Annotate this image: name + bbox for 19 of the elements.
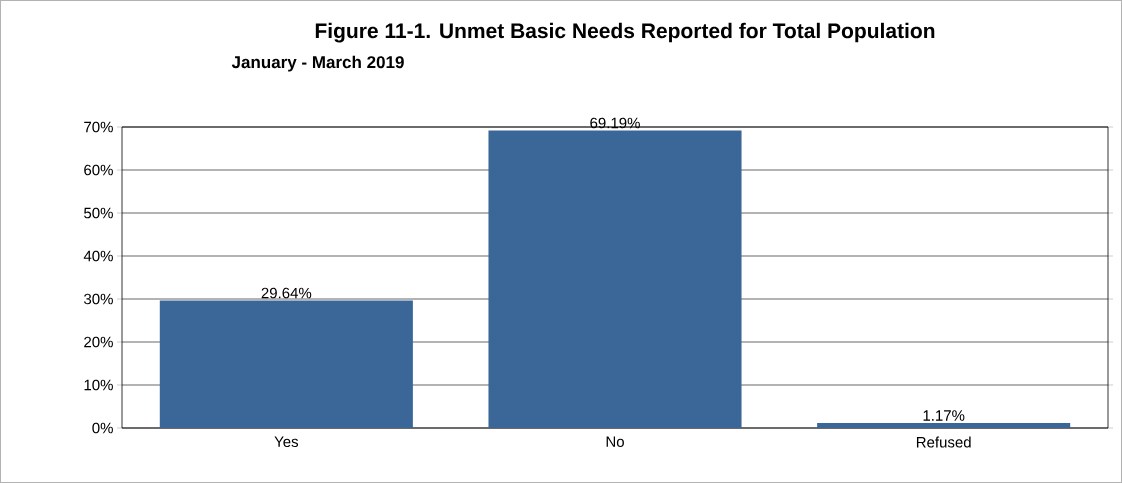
y-tick-label: 70% xyxy=(84,121,113,133)
data-label: 29.64% xyxy=(261,287,312,299)
bar xyxy=(817,422,1071,428)
x-tick-label: No xyxy=(606,436,624,447)
y-tick-label: 0% xyxy=(92,422,113,434)
x-tick-label: Yes xyxy=(274,436,299,447)
y-tick-label: 20% xyxy=(84,336,113,348)
y-tick-label: 30% xyxy=(84,293,113,305)
x-tick-label: Refused xyxy=(916,436,971,448)
y-tick-label: 50% xyxy=(84,207,113,219)
bar xyxy=(159,300,413,428)
bar xyxy=(488,130,742,428)
data-label: 69.19% xyxy=(590,117,640,129)
y-tick-label: 40% xyxy=(83,250,113,262)
y-tick-label: 60% xyxy=(84,164,113,176)
y-tick-label: 10% xyxy=(84,379,113,391)
chart-subtitle: January - March 2019 xyxy=(231,55,404,72)
chart-title: Figure 11-1. Unmet Basic Needs Reported for Total Population xyxy=(315,22,935,43)
data-label: 1.17% xyxy=(923,410,965,421)
